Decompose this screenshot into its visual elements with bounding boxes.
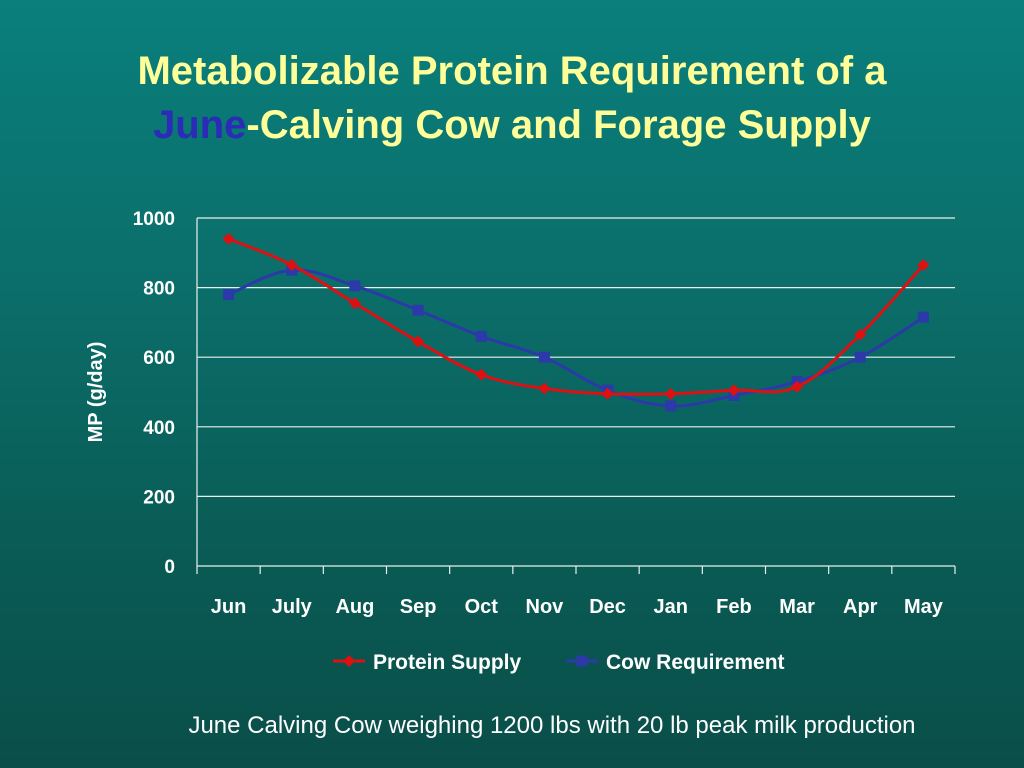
cow-requirement-point-jan xyxy=(665,400,677,412)
x-tick-label: July xyxy=(272,596,313,618)
title-line-2: -Calving Cow and Forage Supply xyxy=(246,103,871,147)
y-tick-label: 400 xyxy=(143,418,175,439)
protein-supply-point-sep xyxy=(412,335,425,348)
gridlines xyxy=(197,217,955,497)
cow-requirement-point-nov xyxy=(538,351,550,363)
x-tick-label: Sep xyxy=(400,596,437,618)
y-tick-label: 800 xyxy=(143,279,175,300)
x-tick-label: Aug xyxy=(335,596,374,618)
cow-requirement-point-sep xyxy=(412,304,424,316)
mp-line-chart: 0 200 400 600 800 1000 Jun July Aug Sep Oct Nov Dec J… xyxy=(85,209,956,674)
x-tick-label: Oct xyxy=(465,596,499,618)
x-tick-label: Feb xyxy=(716,596,752,618)
legend-label-protein-supply: Protein Supply xyxy=(373,651,522,674)
protein-supply-point-aug xyxy=(348,297,361,310)
x-tick-label: Jun xyxy=(211,596,247,618)
x-tick-label: Mar xyxy=(779,596,815,618)
slide-title: Metabolizable Protein Requirement of a J… xyxy=(0,44,1024,152)
protein-supply-line xyxy=(227,237,925,396)
y-tick-label: 1000 xyxy=(133,209,175,230)
x-tick-label: Apr xyxy=(843,596,878,618)
title-highlight-june: June xyxy=(153,103,247,147)
x-tick-label: May xyxy=(904,596,944,618)
cow-requirement-point-may xyxy=(917,311,929,323)
legend: Protein Supply Cow Requirement xyxy=(333,651,785,674)
cow-requirement-point-oct xyxy=(475,330,487,342)
protein-supply-point-mar xyxy=(791,380,804,393)
protein-supply-point-dec xyxy=(601,387,614,400)
protein-supply-point-feb xyxy=(727,384,740,397)
x-tick-label: Jan xyxy=(654,596,688,618)
cow-requirement-point-apr xyxy=(854,351,866,363)
cow-requirement-line xyxy=(227,268,925,408)
y-tick-label: 0 xyxy=(164,557,175,578)
x-tick-label: Dec xyxy=(589,596,626,618)
legend-label-cow-requirement: Cow Requirement xyxy=(606,651,785,674)
legend-marker-cow-requirement xyxy=(576,655,588,667)
protein-supply-point-jun xyxy=(222,232,235,245)
cow-requirement-point-aug xyxy=(349,280,361,292)
caption-text: June Calving Cow weighing 1200 lbs with … xyxy=(188,712,916,739)
protein-supply-point-jan xyxy=(664,387,677,400)
y-axis-title: MP (g/day) xyxy=(85,342,107,443)
protein-supply-point-oct xyxy=(475,368,488,381)
protein-supply-point-july xyxy=(285,258,298,271)
protein-supply-point-nov xyxy=(538,382,551,395)
y-tick-label: 200 xyxy=(143,487,175,508)
title-line-1: Metabolizable Protein Requirement of a xyxy=(137,49,887,93)
y-tick-label: 600 xyxy=(143,348,175,369)
cow-requirement-point-jun xyxy=(223,289,235,301)
x-tick-label: Nov xyxy=(526,596,565,618)
protein-supply-point-may xyxy=(917,258,930,271)
series-lines xyxy=(222,232,930,412)
legend-marker-protein-supply xyxy=(343,655,355,667)
slide-caption: June Calving Cow weighing 1200 lbs with … xyxy=(0,712,1024,740)
protein-supply-point-apr xyxy=(854,328,867,341)
axes: 0 200 400 600 800 1000 Jun July Aug Sep Oct Nov Dec J… xyxy=(85,209,956,618)
